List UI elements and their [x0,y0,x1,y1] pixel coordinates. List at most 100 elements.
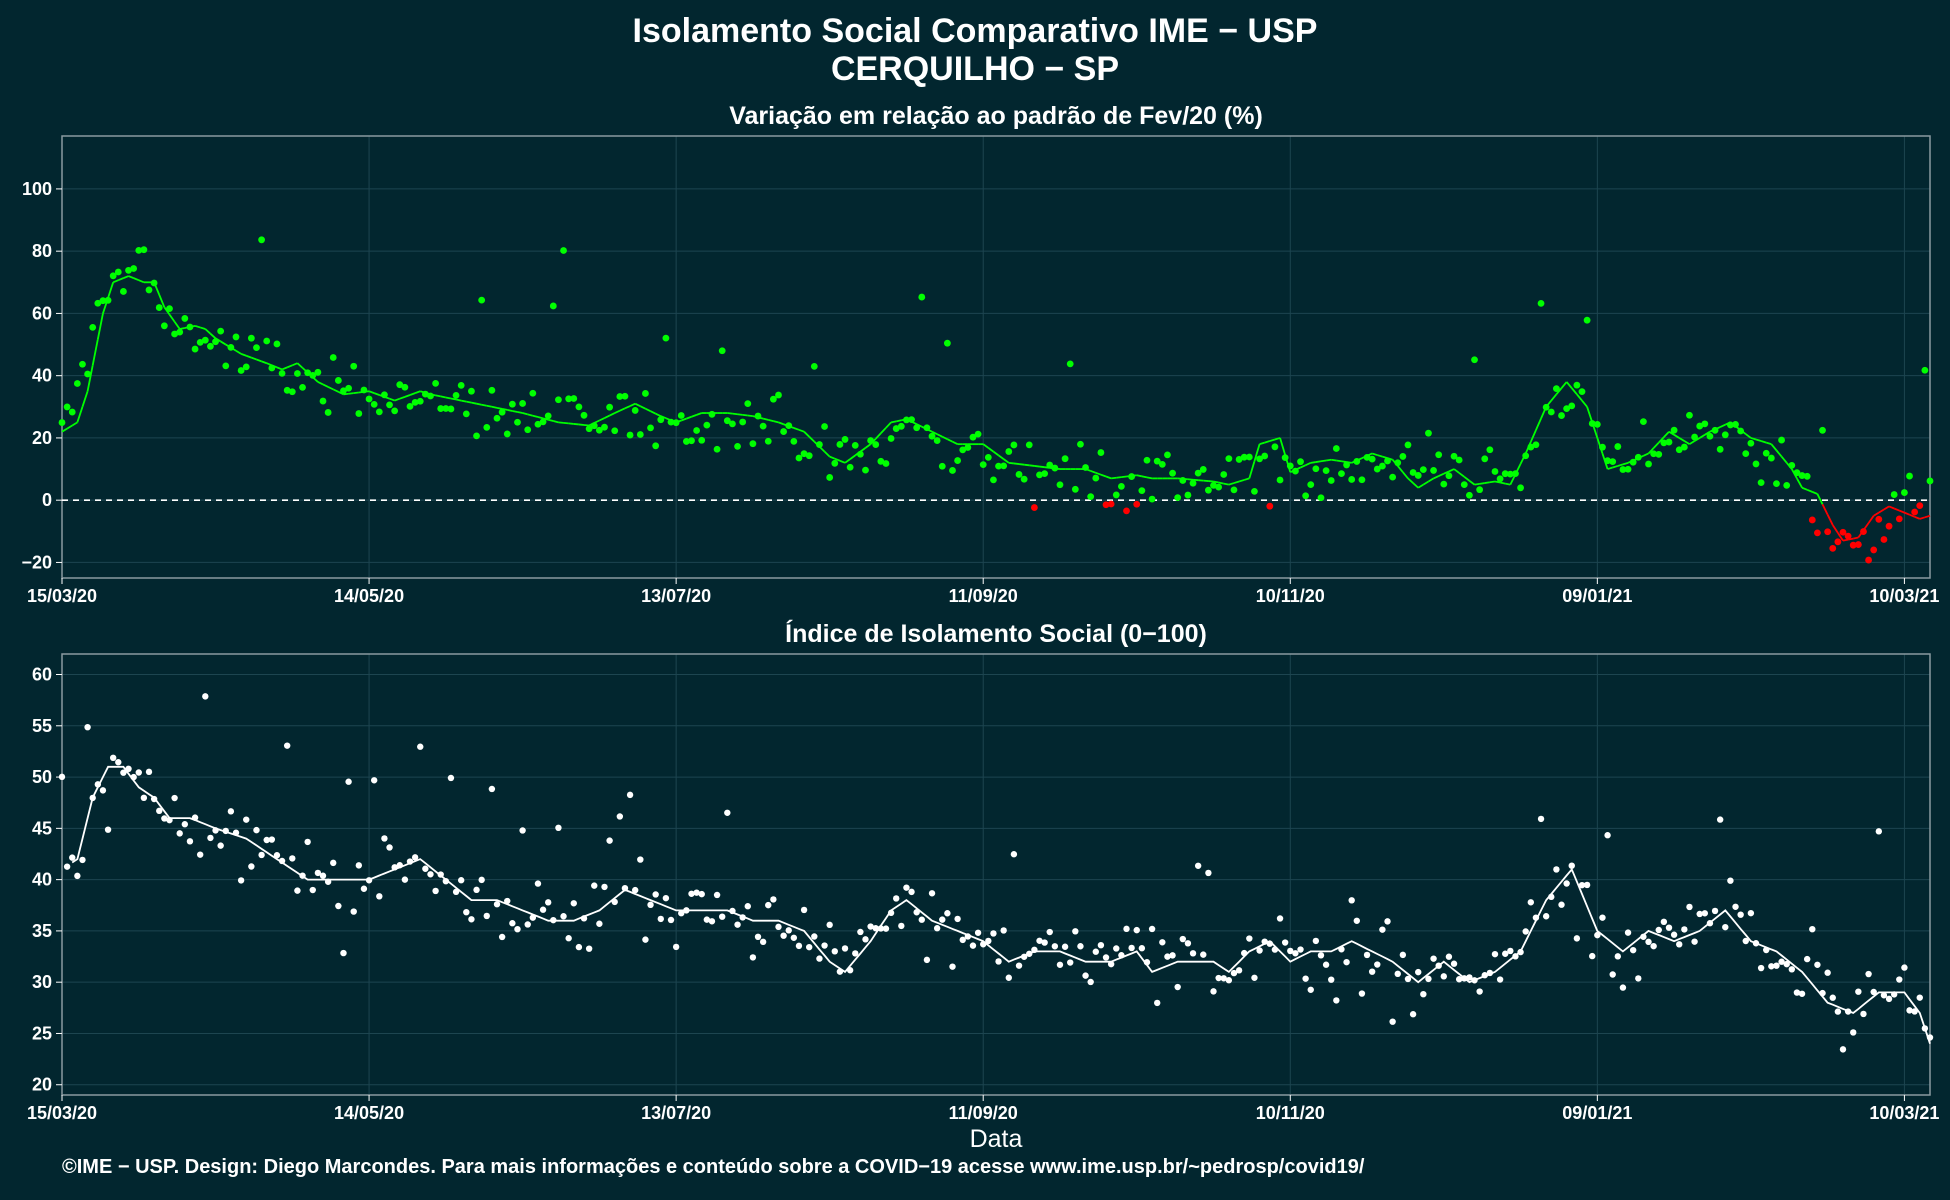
variation-point [473,432,480,440]
index-point [939,916,946,923]
trend-line-segment [1402,471,1409,479]
variation-point [1455,456,1463,464]
variation-point [1491,468,1499,475]
trend-line-segment [1105,475,1112,480]
trend-line-segment [204,328,212,335]
variation-point [1332,445,1340,452]
trend-line-segment [1535,418,1542,431]
variation-point [969,433,977,441]
index-point [498,933,506,941]
variation-point [140,246,148,254]
index-point [391,864,398,871]
variation-point [744,400,752,408]
index-point [1624,929,1632,936]
trend-line-segment [1678,437,1685,442]
index-point [1363,951,1371,959]
variation-point [1926,477,1934,485]
trend-line-segment [885,421,892,429]
index-point [944,910,951,917]
trend-line-segment [168,313,176,323]
variation-point [94,299,102,307]
trend-line-segment [440,395,447,399]
index-point [258,851,265,859]
index-point [1798,990,1806,997]
trend-line-segment [240,353,247,357]
variation-point [253,344,260,352]
trend-line-segment [624,405,631,410]
index-point [1548,893,1555,901]
trend-line-segment [655,412,662,417]
index-point [1527,899,1535,906]
index-point [749,954,757,961]
variation-point [1225,455,1233,463]
variation-point [1123,507,1130,515]
variation-point [677,412,685,419]
index-point [780,932,787,939]
variation-point [1245,453,1253,461]
variation-point [570,395,578,402]
trend-line-segment [128,275,134,279]
variation-point [759,422,767,430]
trend-line-segment [1914,515,1921,520]
index-point [1742,937,1749,945]
index-point [289,855,296,862]
index-point [1829,994,1836,1001]
trend-line-segment [466,400,472,404]
trend-line-segment [1100,473,1107,478]
index-point [949,963,956,970]
index-point [514,925,521,933]
variation-point [145,286,153,294]
trend-line-segment [747,414,754,418]
index-point [596,920,603,927]
x-tick-label: 10/03/21 [1869,586,1939,606]
index-point [1890,991,1898,998]
index-point [109,754,117,762]
index-point [120,769,127,776]
variation-point [263,337,271,345]
trend-line-segment [1479,482,1485,485]
index-point [1435,962,1442,969]
index-point [1174,983,1181,991]
variation-point [508,400,516,408]
index-point [1578,881,1586,889]
trend-line-segment [1146,476,1153,480]
index-point [1532,914,1540,921]
index-point [273,852,281,859]
index-point [396,862,403,869]
trend-line-segment [445,396,452,400]
variation-point [1471,356,1478,364]
index-point [1394,970,1401,978]
trend-line-segment [680,417,687,422]
variation-point [1363,453,1371,461]
variation-point [130,265,138,272]
trend-line-segment [1658,436,1665,444]
variation-point [1737,427,1745,435]
trend-line-segment [1576,393,1583,402]
trend-line-segment [793,427,800,431]
variation-point [1686,411,1693,419]
index-point [1737,911,1744,918]
panel-title: Índice de Isolamento Social (0−100) [785,619,1207,648]
variation-point [764,437,772,445]
variation-point [232,333,240,341]
index-point [959,936,966,944]
trend-line-segment [353,391,359,395]
trend-line-segment [1853,536,1859,540]
variation-point [1506,470,1514,478]
index-point [1778,958,1785,965]
index-point [493,901,501,908]
variation-point [790,437,798,445]
variation-point [1430,467,1437,474]
trend-line-segment [992,450,1000,457]
index-point [688,890,695,897]
variation-point [1496,475,1504,483]
variation-point [1599,443,1606,451]
variation-point [887,435,895,442]
trend-line-segment [732,412,738,416]
trend-line-segment [1867,515,1875,524]
variation-point [606,403,614,411]
variation-point [990,476,997,484]
trend-line-segment [96,313,104,340]
trend-line-segment [1755,438,1762,442]
trend-line-segment [1898,509,1905,514]
